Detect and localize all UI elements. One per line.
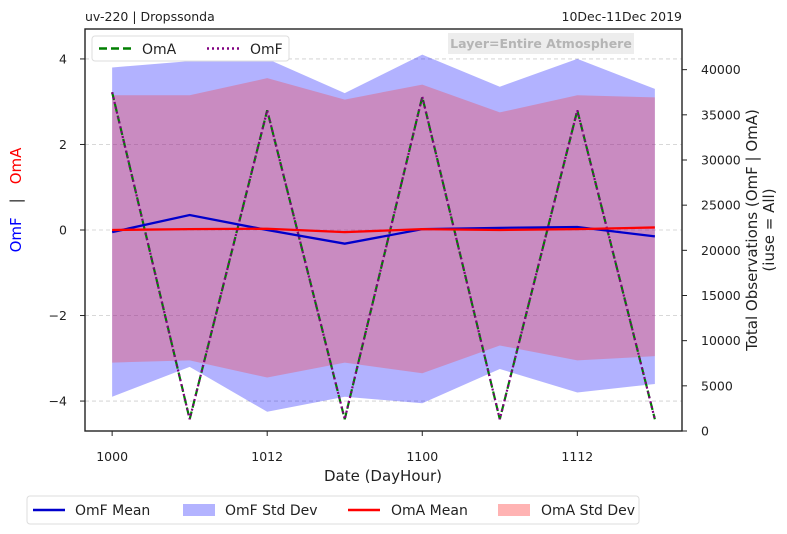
y-tick-label-right: 0	[701, 424, 709, 439]
x-tick-label: 1000	[96, 449, 128, 464]
y-tick-label-left: 4	[59, 51, 67, 66]
top-legend: OmA OmF	[91, 35, 290, 62]
y-tick-label-left: 0	[59, 223, 67, 238]
x-tick-label: 1012	[251, 449, 283, 464]
y-tick-label-right: 5000	[701, 378, 733, 393]
y-tick-label-right: 25000	[701, 198, 741, 213]
bottom-legend-frame	[26, 495, 640, 525]
annotation-text: Layer=Entire Atmosphere	[450, 36, 632, 51]
x-tick-label: 1112	[561, 449, 593, 464]
band-oma-std-dev	[112, 78, 655, 378]
legend-omf-std-swatch	[183, 504, 215, 516]
series-omf-mean	[111, 213, 656, 245]
y-axis-label-right-sub: (iuse = All)	[760, 188, 778, 271]
y-tick-label-left: −4	[49, 394, 67, 409]
count-line-omf	[111, 91, 656, 420]
y-label-part-omf: OmF	[7, 217, 25, 252]
series-oma-mean	[112, 226, 655, 234]
axes: −4 −2 0 2 4 0 5000 10000 15000 20000 25000 30000 350…	[49, 51, 741, 464]
y-tick-label-right: 40000	[701, 62, 741, 77]
legend-oma-mean-label: OmA Mean	[391, 503, 468, 519]
y-tick-label-right: 35000	[701, 107, 741, 122]
y-tick-label-right: 10000	[701, 333, 741, 348]
y-tick-label-right: 30000	[701, 152, 741, 167]
legend-omf-mean-label: OmF Mean	[75, 503, 150, 519]
chart-title-left: uv-220 | Dropssonda	[85, 9, 215, 24]
legend-oma-std-swatch	[498, 504, 530, 516]
y-label-part-separator: |	[7, 198, 25, 203]
y-tick-label-left: −2	[49, 308, 67, 323]
x-axis-label: Date (DayHour)	[324, 467, 442, 485]
y-tick-label-left: 2	[59, 137, 67, 152]
legend-oma-std-label: OmA Std Dev	[541, 503, 635, 519]
legend-omf-std-label: OmF Std Dev	[225, 503, 318, 519]
top-legend-omf-label: OmF	[250, 42, 283, 58]
y-tick-label-right: 15000	[701, 288, 741, 303]
chart-title-right: 10Dec-11Dec 2019	[562, 9, 683, 24]
annotation-background	[448, 33, 634, 54]
y-tick-label-right: 20000	[701, 243, 741, 258]
annotation-box: Layer=Entire Atmosphere	[448, 33, 634, 54]
band-omf-std-dev	[112, 54, 655, 412]
y-axis-label-left: OmF | OmA	[7, 147, 25, 253]
top-legend-oma-label: OmA	[142, 42, 177, 58]
y-axis-label-right: Total Observations (OmF | OmA)	[743, 109, 761, 352]
x-tick-label: 1100	[406, 449, 438, 464]
top-legend-frame	[91, 35, 290, 62]
y-label-part-oma: OmA	[7, 147, 25, 184]
bottom-legend: OmF Mean OmF Std Dev OmA Mean OmA Std De…	[26, 495, 640, 525]
plot-area	[85, 54, 682, 420]
